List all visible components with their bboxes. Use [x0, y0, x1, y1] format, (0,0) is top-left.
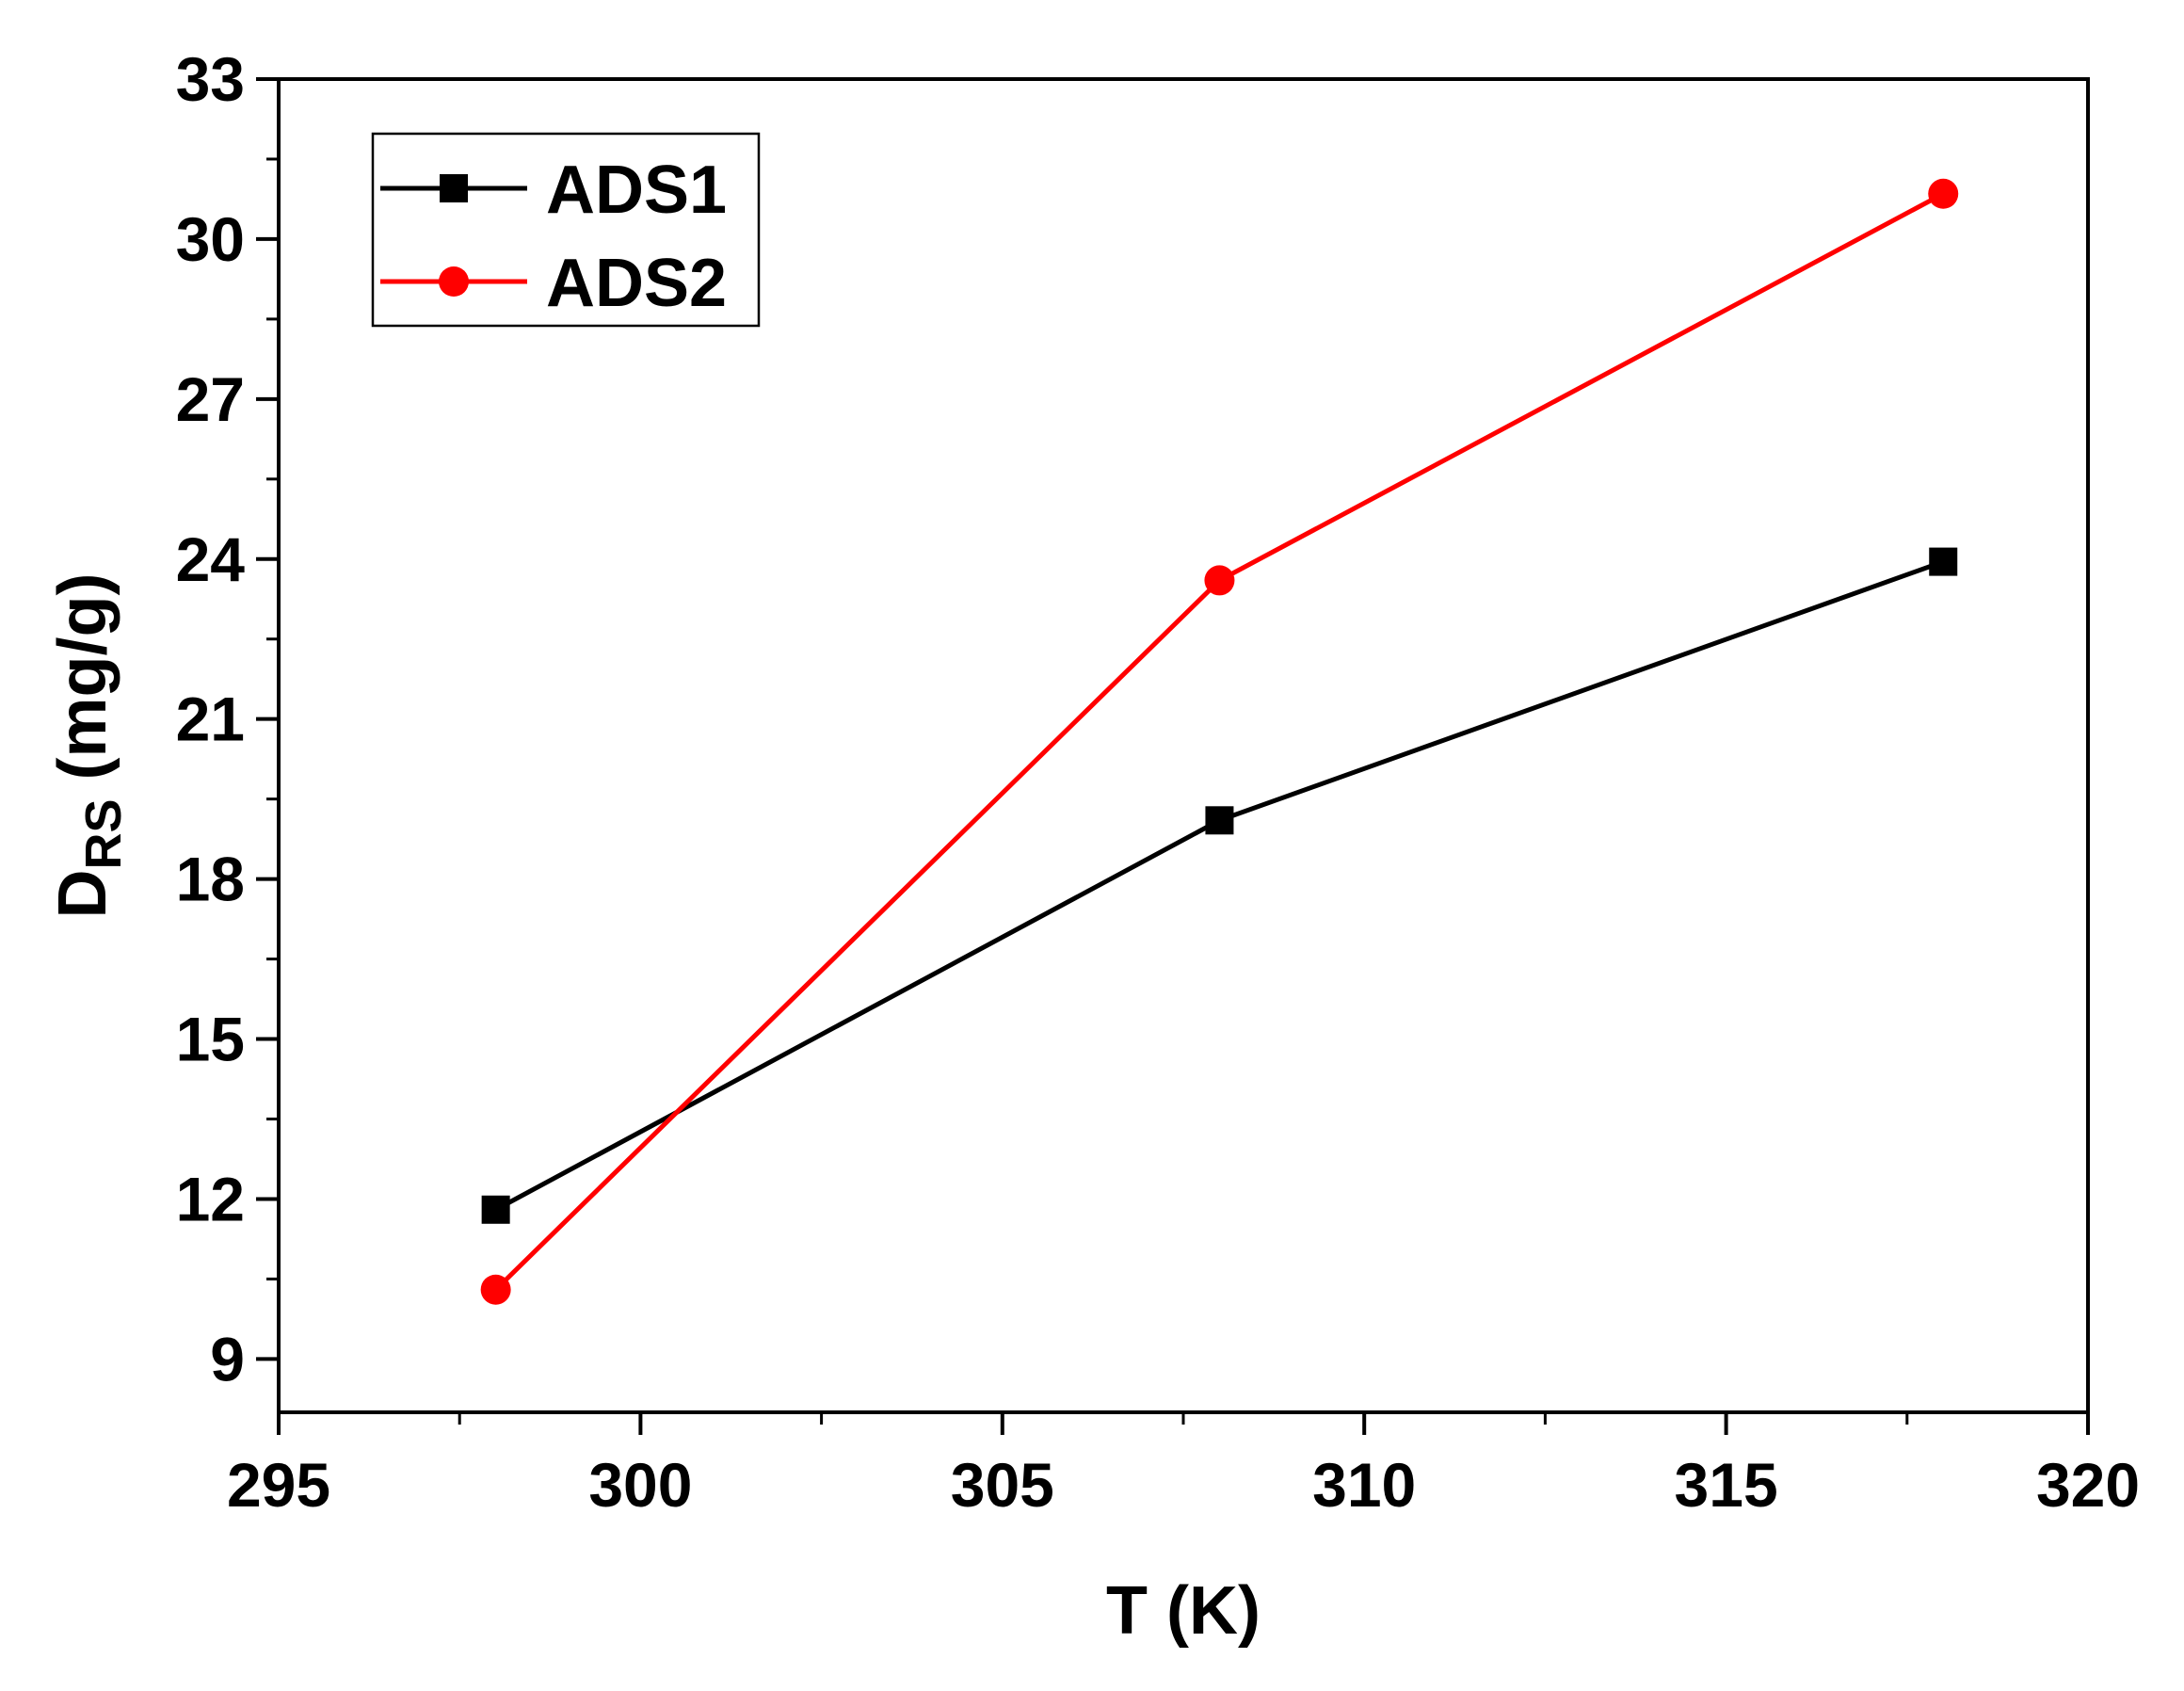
- x-axis-title: T (K): [1106, 1573, 1261, 1649]
- legend-marker: [440, 174, 468, 202]
- legend-box: [371, 132, 761, 328]
- x-tick-label: 305: [951, 1450, 1054, 1520]
- data-point: [1204, 565, 1235, 596]
- y-axis-title-main: D: [45, 869, 120, 918]
- data-point: [1929, 547, 1958, 576]
- data-point: [481, 1195, 510, 1224]
- x-tick-label: 295: [227, 1450, 330, 1520]
- y-axis-title-subscript: RS: [75, 798, 132, 869]
- series-ADS1: [481, 547, 1958, 1224]
- y-tick-labels: 9 12 15 18 21 24 27 30 33: [176, 44, 246, 1393]
- y-tick-label: 9: [210, 1324, 245, 1393]
- x-tick-labels: 295 300 305 310 315 320: [227, 1450, 2140, 1520]
- x-tick-label: 300: [588, 1450, 692, 1520]
- y-axis-title-unit: (mg/g): [45, 573, 120, 799]
- y-tick-label: 30: [176, 204, 245, 274]
- data-point: [1205, 806, 1234, 835]
- series-ADS2: [480, 178, 1959, 1305]
- legend-entry-ADS2: ADS2: [380, 246, 727, 321]
- y-axis-title: DRS (mg/g): [45, 573, 132, 919]
- y-tick-label: 18: [176, 845, 245, 914]
- y-tick-label: 24: [176, 524, 246, 594]
- data-point: [480, 1274, 511, 1305]
- legend-label: ADS2: [546, 246, 727, 321]
- series-line: [494, 559, 1945, 1212]
- y-tick-label: 33: [176, 44, 245, 114]
- legend-entry-ADS1: ADS1: [380, 153, 727, 228]
- x-tick-label: 320: [2036, 1450, 2140, 1520]
- y-tick-label: 15: [176, 1005, 245, 1074]
- x-tick-label: 315: [1675, 1450, 1778, 1520]
- series-line: [493, 191, 1945, 1292]
- legend-marker: [439, 266, 469, 297]
- minor-ticks: [266, 157, 1909, 1425]
- y-tick-label: 21: [176, 684, 245, 754]
- plot-frame: [277, 77, 2090, 1414]
- x-tick-label: 310: [1312, 1450, 1416, 1520]
- y-tick-label: 27: [176, 364, 245, 434]
- legend-label: ADS1: [546, 153, 727, 228]
- y-tick-label: 12: [176, 1164, 245, 1233]
- legend: ADS1 ADS2: [371, 132, 761, 328]
- series-layer: [480, 178, 1959, 1305]
- data-point: [1928, 178, 1959, 209]
- major-ticks: [256, 77, 2090, 1435]
